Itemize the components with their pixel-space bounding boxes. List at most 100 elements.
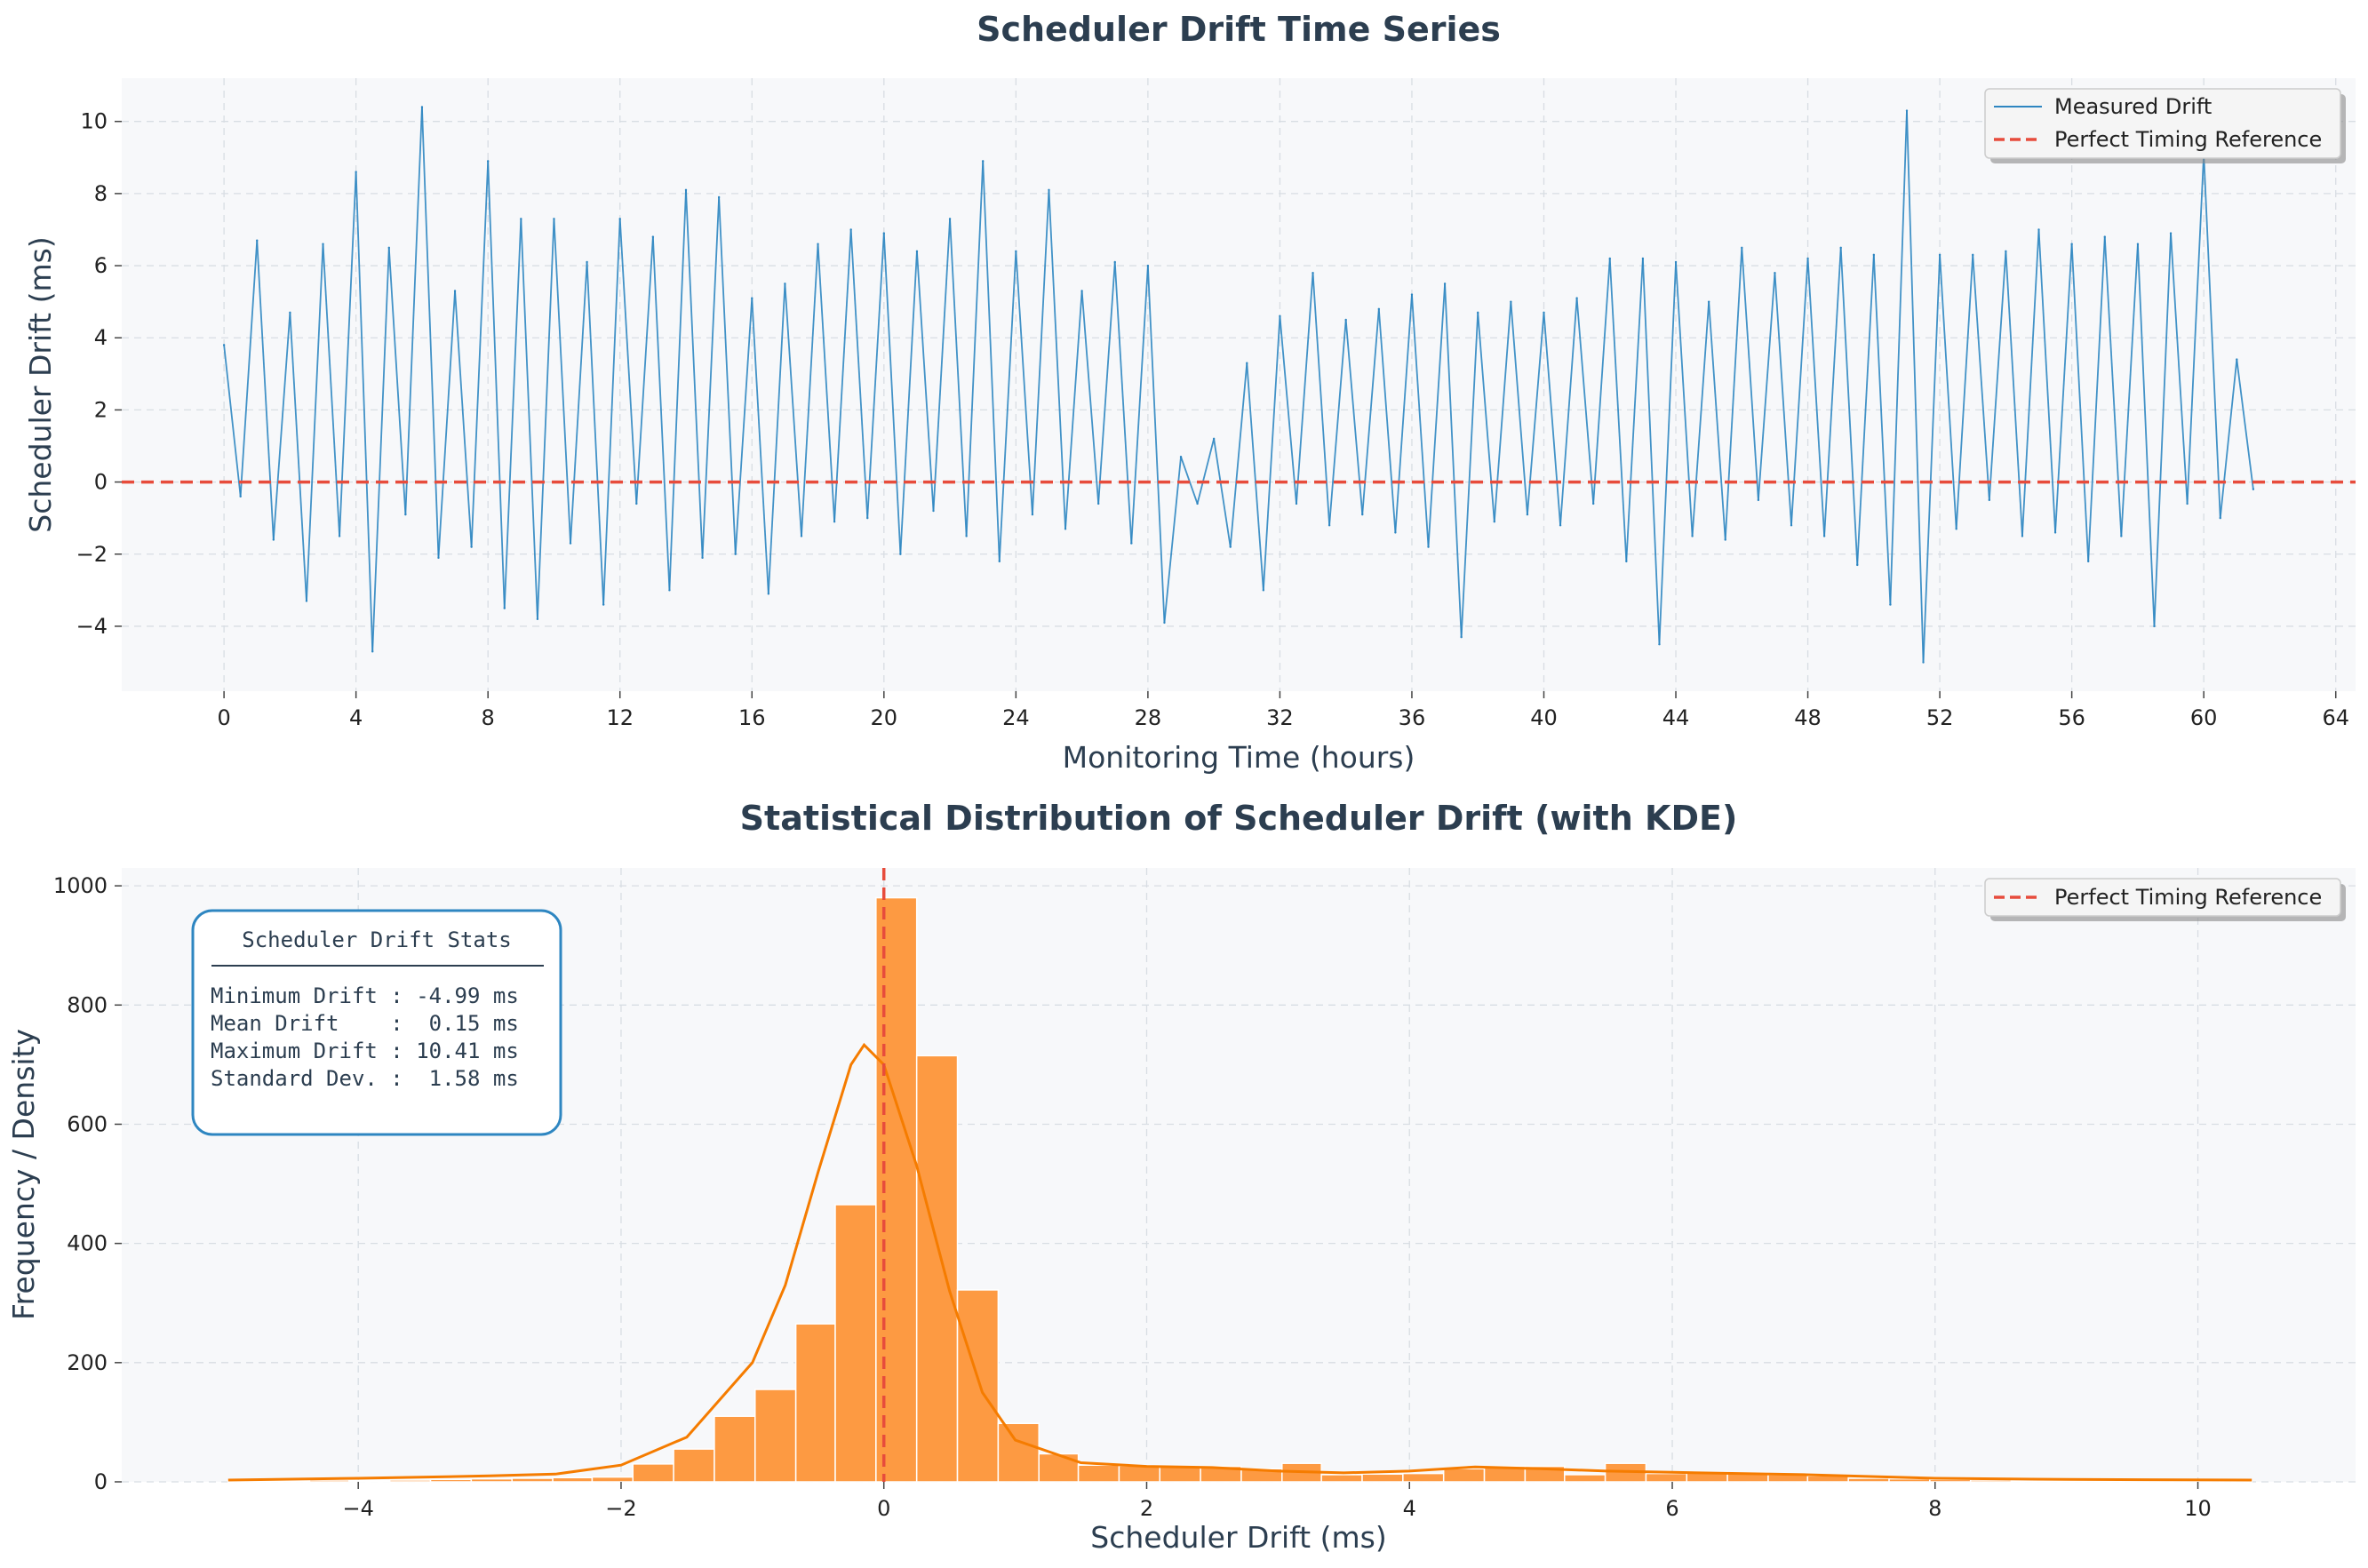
measured-drift-segment (817, 243, 836, 522)
measured-drift-segment (1510, 301, 1528, 515)
measured-drift-segment (1625, 258, 1644, 561)
measured-drift-segment (1675, 261, 1694, 537)
stats-std-dev: Standard Dev. : 1.58 ms (211, 1066, 519, 1091)
measured-drift-segment (1080, 291, 1100, 505)
histogram-bar (388, 1479, 432, 1483)
measured-drift-segment (1312, 273, 1331, 526)
measured-drift-segment (1229, 362, 1248, 547)
measured-drift-segment (1691, 301, 1710, 537)
histogram-x-tick-label: 0 (877, 1496, 890, 1521)
measured-drift-segment (1608, 258, 1628, 561)
measured-drift-segment (618, 219, 638, 504)
measured-drift-segment (982, 161, 1001, 561)
measured-drift-segment (1246, 362, 1264, 591)
histogram-bar (2172, 1480, 2215, 1483)
time-series-x-tick-label: 24 (1002, 705, 1030, 730)
measured-drift-segment (1741, 247, 1759, 500)
measured-drift-segment (1130, 266, 1149, 544)
stats-min-drift: Minimum Drift : -4.99 ms (211, 983, 519, 1008)
measured-drift-segment (1163, 457, 1182, 623)
measured-drift-segment (2005, 251, 2023, 537)
measured-drift-segment (1724, 247, 1743, 540)
measured-drift-segment (1460, 312, 1479, 638)
measured-drift-segment (651, 236, 671, 591)
measured-drift-segment (965, 161, 985, 537)
measured-drift-segment (2054, 243, 2073, 533)
histogram-bar (794, 1323, 836, 1483)
histogram-bar (834, 1204, 877, 1483)
measured-drift-segment (2137, 243, 2156, 626)
time-series-x-tick-label: 64 (2322, 705, 2349, 730)
histogram-bar (673, 1448, 715, 1483)
legend-measured-drift-label: Measured Drift (2054, 94, 2212, 119)
measured-drift-segment (404, 107, 423, 515)
stats-max-drift: Maximum Drift : 10.41 ms (211, 1039, 519, 1063)
time-series-y-tick-label: 6 (94, 253, 108, 278)
time-series-data (222, 106, 2255, 664)
measured-drift-segment (520, 219, 538, 619)
kde-curve (227, 1042, 2252, 1482)
measured-drift-segment (1856, 254, 1875, 565)
measured-drift-segment (1196, 438, 1216, 505)
time-series-x-label: Monitoring Time (hours) (1063, 740, 1415, 775)
measured-drift-segment (223, 345, 242, 497)
histogram-bar (308, 1479, 350, 1483)
histogram-y-ticks: 0 200 400 600 800 1000 (53, 873, 122, 1494)
measured-drift-segment (1559, 298, 1578, 526)
measured-drift-segment (2153, 233, 2172, 626)
measured-drift-segment (322, 243, 340, 537)
histogram-y-tick-label: 400 (67, 1231, 108, 1256)
time-series-x-tick-label: 56 (2058, 705, 2085, 730)
measured-drift-segment (1427, 283, 1446, 547)
measured-drift-segment (1641, 258, 1661, 645)
histogram-bar (1888, 1477, 1931, 1483)
histogram-bar (2010, 1479, 2052, 1483)
histogram-bar (429, 1478, 473, 1483)
time-series-x-tick-label: 16 (738, 705, 766, 730)
time-series-x-tick-label: 40 (1530, 705, 1558, 730)
measured-drift-segment (685, 189, 704, 558)
measured-drift-segment (239, 240, 259, 497)
measured-drift-segment (387, 247, 407, 515)
histogram-bar (470, 1477, 513, 1483)
histogram-x-ticks: −4 −2 0 2 4 6 8 10 (342, 1482, 2212, 1521)
measured-drift-segment (2236, 359, 2254, 490)
time-series-y-ticks: −4 −2 0 2 4 6 8 10 (76, 109, 122, 639)
measured-drift-segment (2021, 229, 2040, 537)
time-series-y-tick-label: −2 (76, 542, 108, 567)
measured-drift-segment (503, 219, 522, 609)
histogram-bar (1077, 1464, 1120, 1483)
histogram-y-tick-label: 0 (94, 1469, 108, 1494)
measured-drift-segment (1262, 315, 1281, 591)
histogram-x-tick-label: 4 (1403, 1496, 1416, 1521)
histogram-bar (1361, 1473, 1404, 1483)
measured-drift-segment (784, 283, 802, 537)
measured-drift-segment (1939, 254, 1957, 529)
time-series-x-tick-label: 8 (482, 705, 495, 730)
time-series-y-label: Scheduler Drift (ms) (23, 236, 58, 532)
histogram-chart: −4 −2 0 2 4 6 8 10 0 200 400 600 800 1000 Statistica… (6, 799, 2356, 1555)
time-series-x-tick-label: 12 (606, 705, 634, 730)
histogram-bar (552, 1476, 594, 1483)
measured-drift-segment (1032, 189, 1050, 515)
measured-drift-segment (932, 219, 951, 512)
measured-drift-segment (2186, 154, 2205, 504)
histogram-bar (875, 896, 918, 1483)
measured-drift-segment (1955, 254, 1974, 529)
histogram-legend: Perfect Timing Reference (1984, 878, 2346, 921)
histogram-y-tick-label: 600 (67, 1111, 108, 1136)
measured-drift-segment (1097, 261, 1116, 505)
legend-hist-reference-label: Perfect Timing Reference (2054, 885, 2322, 910)
measured-drift-segment (2037, 229, 2056, 533)
measured-drift-segment (1872, 254, 1892, 605)
measured-drift-segment (2203, 154, 2221, 519)
measured-drift-segment (1394, 294, 1413, 533)
histogram-x-tick-label: 8 (1928, 1496, 1941, 1521)
measured-drift-segment (1823, 247, 1842, 537)
measured-drift-segment (2120, 243, 2139, 537)
histogram-bar (1118, 1465, 1161, 1483)
measured-drift-segment (767, 283, 786, 594)
measured-drift-segment (899, 251, 918, 554)
histogram-bar (1159, 1465, 1201, 1483)
